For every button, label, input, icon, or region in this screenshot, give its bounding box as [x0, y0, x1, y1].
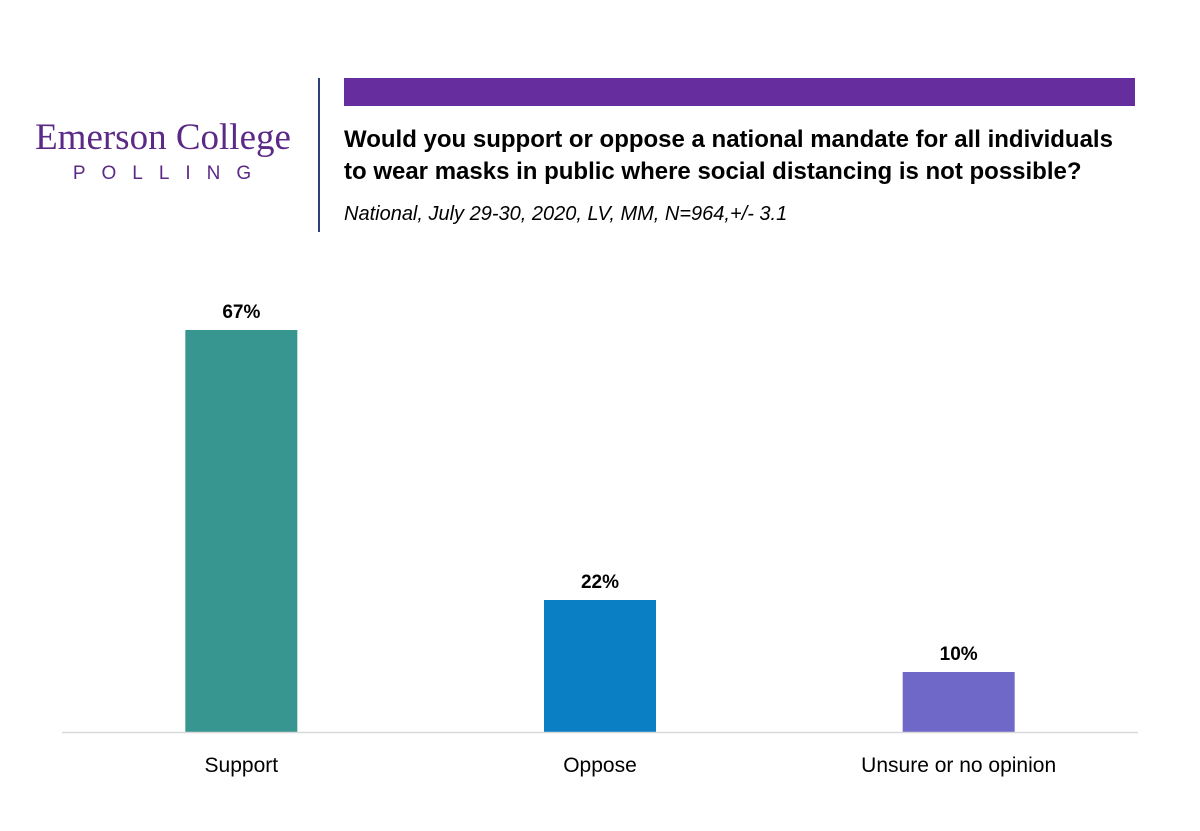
- logo-name: Emerson College: [35, 117, 291, 158]
- data-label: 10%: [940, 644, 978, 665]
- x-tick-label: Support: [205, 754, 279, 777]
- chart-subtitle: National, July 29-30, 2020, LV, MM, N=96…: [344, 203, 788, 225]
- logo: Emerson College POLLING: [18, 116, 308, 186]
- x-tick-label: Unsure or no opinion: [861, 754, 1056, 777]
- bar-oppose: [544, 600, 656, 732]
- x-tick-label: Oppose: [563, 754, 637, 777]
- accent-bar: [344, 78, 1135, 106]
- bar-support: [185, 330, 298, 732]
- data-label: 67%: [222, 302, 260, 323]
- header-divider: [318, 78, 320, 232]
- data-label: 22%: [581, 572, 619, 593]
- logo-subtitle: POLLING: [72, 163, 268, 184]
- bar-unsure-or-no-opinion: [902, 672, 1015, 732]
- chart-question: Would you support or oppose a national m…: [344, 126, 1113, 185]
